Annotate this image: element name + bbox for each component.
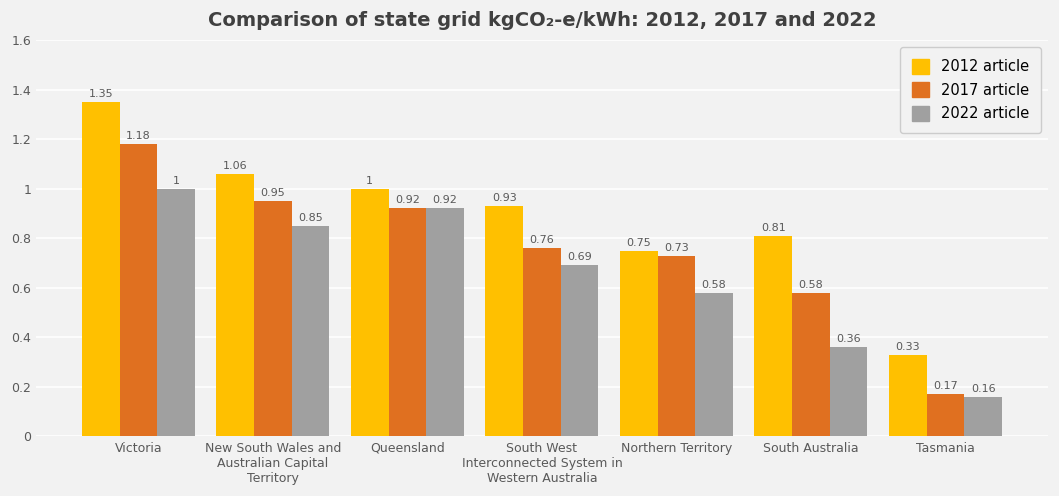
Bar bbox=[889, 355, 927, 436]
Text: 0.58: 0.58 bbox=[798, 280, 823, 290]
Text: 1.18: 1.18 bbox=[126, 131, 150, 141]
Text: 0.73: 0.73 bbox=[664, 243, 688, 252]
Legend: 2012 article, 2017 article, 2022 article: 2012 article, 2017 article, 2022 article bbox=[900, 47, 1041, 133]
Text: 0.69: 0.69 bbox=[568, 252, 592, 262]
Text: 1: 1 bbox=[173, 176, 180, 186]
Text: 1.06: 1.06 bbox=[223, 161, 248, 171]
Bar bbox=[158, 188, 195, 436]
Bar bbox=[792, 293, 830, 436]
Bar bbox=[389, 208, 427, 436]
Bar bbox=[485, 206, 523, 436]
Text: 0.17: 0.17 bbox=[933, 381, 957, 391]
Title: Comparison of state grid kgCO₂-e/kWh: 2012, 2017 and 2022: Comparison of state grid kgCO₂-e/kWh: 20… bbox=[208, 11, 876, 30]
Bar bbox=[754, 236, 792, 436]
Bar bbox=[927, 394, 965, 436]
Text: 0.95: 0.95 bbox=[261, 188, 285, 198]
Bar bbox=[696, 293, 733, 436]
Bar bbox=[216, 174, 254, 436]
Text: 0.92: 0.92 bbox=[433, 195, 457, 205]
Bar bbox=[254, 201, 292, 436]
Bar bbox=[561, 265, 598, 436]
Bar bbox=[82, 102, 120, 436]
Text: 0.16: 0.16 bbox=[971, 384, 995, 394]
Bar bbox=[120, 144, 158, 436]
Text: 0.93: 0.93 bbox=[491, 193, 517, 203]
Bar bbox=[292, 226, 329, 436]
Text: 0.58: 0.58 bbox=[702, 280, 726, 290]
Bar bbox=[830, 347, 867, 436]
Bar bbox=[620, 250, 658, 436]
Text: 0.75: 0.75 bbox=[626, 238, 651, 248]
Bar bbox=[351, 188, 389, 436]
Text: 1.35: 1.35 bbox=[89, 89, 113, 99]
Text: 0.85: 0.85 bbox=[299, 213, 323, 223]
Text: 0.36: 0.36 bbox=[837, 334, 861, 344]
Text: 0.92: 0.92 bbox=[395, 195, 419, 205]
Text: 1: 1 bbox=[366, 176, 373, 186]
Text: 0.76: 0.76 bbox=[530, 235, 554, 245]
Bar bbox=[427, 208, 464, 436]
Text: 0.81: 0.81 bbox=[760, 223, 786, 233]
Bar bbox=[658, 255, 696, 436]
Text: 0.33: 0.33 bbox=[896, 342, 920, 352]
Bar bbox=[523, 248, 561, 436]
Bar bbox=[965, 397, 1002, 436]
